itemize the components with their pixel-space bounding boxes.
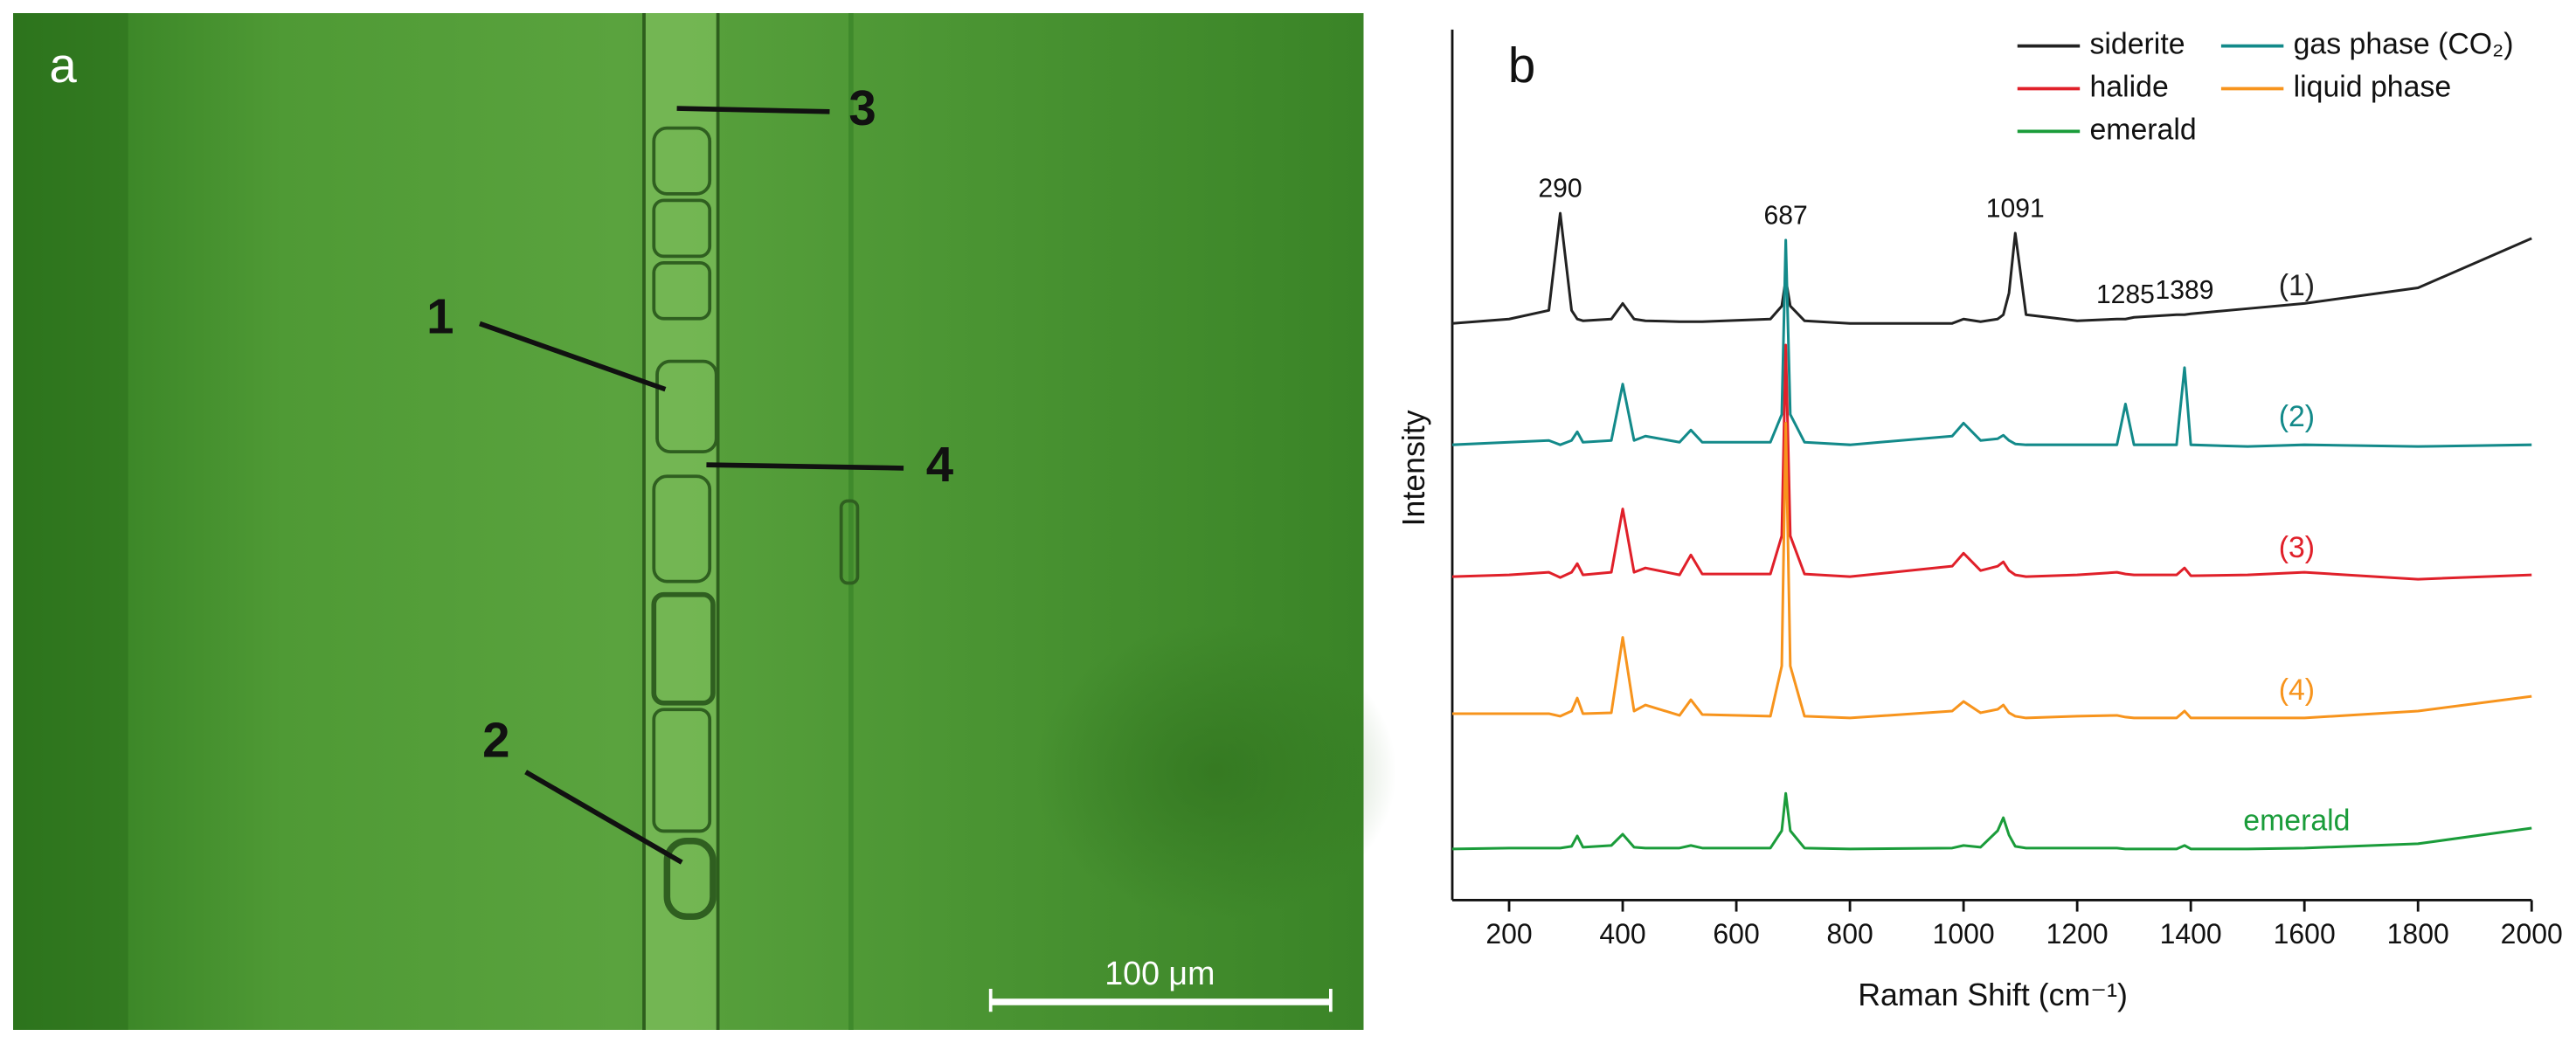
- x-tick-label: 1200: [2046, 918, 2109, 950]
- legend-label: liquid phase: [2294, 70, 2452, 103]
- x-tick-label: 2000: [2501, 918, 2563, 950]
- spectrum-line: [1452, 421, 2532, 720]
- micrograph: a 1 2 3 4 100 μm: [13, 13, 1397, 1030]
- spectrum-line: [1451, 791, 2532, 851]
- series-label: (4): [2279, 673, 2315, 707]
- series-label: (3): [2279, 531, 2315, 564]
- panel-label: a: [49, 38, 77, 93]
- x-tick-label: 1800: [2387, 918, 2449, 950]
- panel-label: b: [1508, 38, 1535, 93]
- inclusion-label: 3: [848, 80, 876, 135]
- inclusions: [651, 126, 860, 920]
- legend-label: halide: [2089, 70, 2168, 103]
- inclusion-label: 2: [482, 713, 509, 768]
- spectrum-line: [1451, 343, 2532, 581]
- legend-label: siderite: [2089, 28, 2185, 61]
- peak-label: 1389: [2156, 276, 2214, 305]
- series-label: (2): [2279, 400, 2315, 433]
- inclusion-label: 4: [926, 437, 954, 492]
- x-tick-label: 600: [1713, 918, 1759, 950]
- raman-chart: b Raman Shift (cm⁻¹) Intensity 200 400 600…: [1396, 28, 2563, 1012]
- x-axis-label: Raman Shift (cm⁻¹): [1858, 977, 2128, 1012]
- scale-bar-label: 100 μm: [1104, 955, 1215, 991]
- shade: [1035, 624, 1397, 920]
- y-axis-label: Intensity: [1396, 410, 1431, 526]
- spectrum-line: [1451, 211, 2532, 325]
- x-tick-label: 800: [1826, 918, 1873, 950]
- x-tick-label: 1400: [2160, 918, 2222, 950]
- peak-label: 1091: [1986, 195, 2045, 224]
- peak-label: 290: [1538, 175, 1582, 204]
- legend-label: emerald: [2089, 113, 2196, 146]
- x-tick-label: 1600: [2274, 918, 2336, 950]
- series-label: (1): [2279, 269, 2315, 302]
- legend-label: gas phase (CO₂): [2294, 28, 2514, 61]
- x-tick-label: 200: [1485, 918, 1532, 950]
- peak-label: 687: [1764, 202, 1808, 231]
- peak-label: 1285: [2096, 280, 2155, 309]
- x-tick-label: 400: [1599, 918, 1645, 950]
- x-tick-label: 1000: [1933, 918, 1995, 950]
- shade: [13, 13, 128, 1030]
- spectrum-line: [1451, 238, 2532, 448]
- inclusion-label: 1: [426, 289, 454, 344]
- leader-lines: [479, 106, 904, 865]
- series-label: emerald: [2243, 805, 2350, 838]
- inclusion-labels: 1 2 3 4: [426, 80, 954, 768]
